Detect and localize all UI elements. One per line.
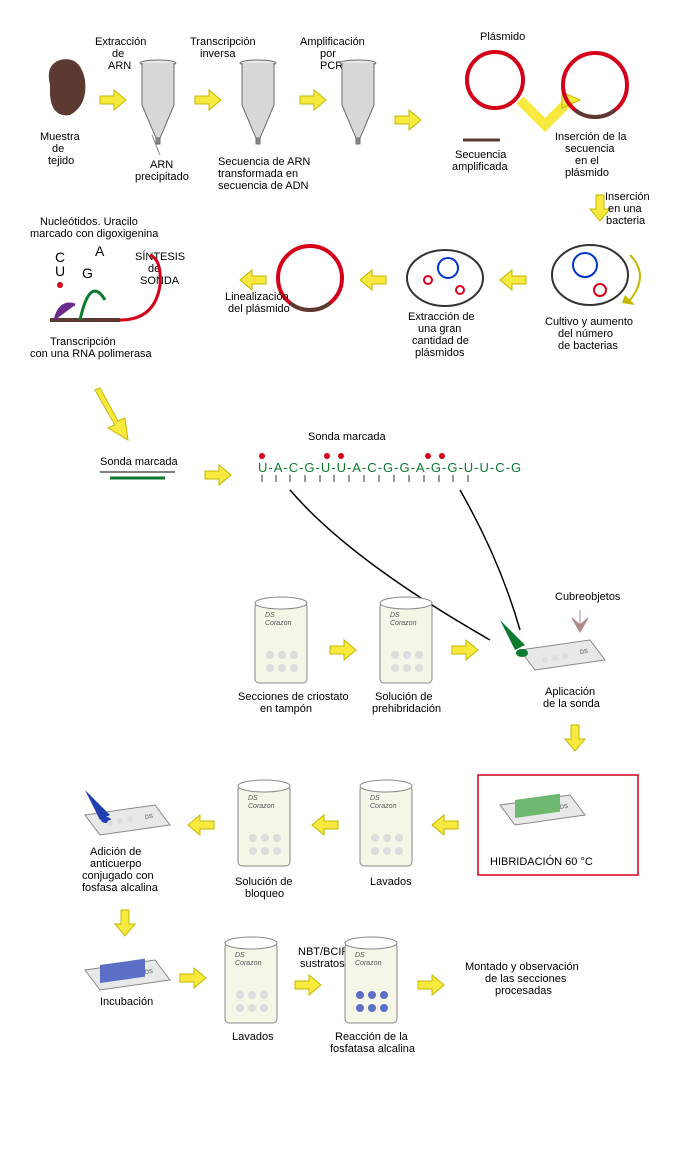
svg-text:U: U: [55, 263, 65, 279]
lbl-lavados1: Lavados: [370, 876, 412, 888]
plasmid-insert: [563, 53, 627, 117]
svg-text:G: G: [82, 265, 93, 281]
lbl-extraccion-plasmidos: Extracción deuna grancantidad deplásmido…: [408, 311, 475, 359]
lbl-transcripcion-rna: Transcripcióncon una RNA polimerasa: [30, 336, 153, 360]
lbl-anticuerpo: Adición deanticuerpoconjugado confosfasa…: [82, 846, 159, 894]
lbl-incubacion: Incubación: [100, 996, 153, 1008]
lbl-transcripcion-inv: Transcripcióninversa: [190, 36, 256, 60]
lbl-insercion-bacteria: Inserciónen unabacteria: [605, 191, 650, 227]
lbl-muestra: Muestradetejido: [40, 131, 81, 167]
lbl-plasmido: Plásmido: [480, 31, 525, 43]
plasmid-empty: [467, 52, 523, 108]
lbl-prehibridacion: Solución deprehibridación: [372, 691, 441, 715]
lbl-secuencia-transf: Secuencia de ARNtransformada ensecuencia…: [218, 156, 310, 192]
tube-3: [340, 60, 376, 144]
lbl-cubreobjetos: Cubreobjetos: [555, 591, 621, 603]
svg-text:A: A: [95, 243, 105, 259]
lbl-aplicacion: Aplicaciónde la sonda: [543, 686, 601, 710]
diagram: DS Corazon DS Muestradetejido Extracción…: [0, 0, 675, 1162]
tube-1: [140, 60, 176, 144]
lbl-cultivo: Cultivo y aumentodel númerode bacterias: [545, 316, 633, 352]
lbl-criostato: Secciones de criostatoen tampón: [238, 691, 349, 715]
lbl-secuencia-amp: Secuenciaamplificada: [452, 149, 509, 173]
lbl-extraccion: ExtraccióndeARN: [95, 36, 146, 72]
lbl-sonda1: Sonda marcada: [100, 456, 179, 468]
lbl-precipitado: ARNprecipitado: [135, 159, 189, 183]
lbl-lavados2: Lavados: [232, 1031, 274, 1043]
lbl-nbt: NBT/BCIPsustratos: [298, 946, 349, 970]
sequence: U-A-C-G-U-U-A-C-G-G-A-G-G-U-U-C-G: [258, 460, 522, 475]
lbl-bloqueo: Solución debloqueo: [235, 876, 293, 900]
lbl-nucleotidos: Nucleótidos. Uracilomarcado con digoxige…: [30, 216, 159, 240]
tube-2: [240, 60, 276, 144]
lbl-montado: Montado y observaciónde las seccionespro…: [465, 961, 579, 997]
lbl-hibridacion: HIBRIDACIÓN 60 °C: [490, 855, 593, 868]
lbl-sonda2: Sonda marcada: [308, 431, 387, 443]
lbl-insercion-plasmido: Inserción de lasecuenciaen elplásmido: [555, 131, 627, 179]
lbl-reaccion: Reacción de lafosfatasa alcalina: [330, 1031, 416, 1055]
lbl-linealizacion: Linealizacióndel plásmido: [225, 291, 290, 315]
tissue-sample: [49, 59, 86, 115]
